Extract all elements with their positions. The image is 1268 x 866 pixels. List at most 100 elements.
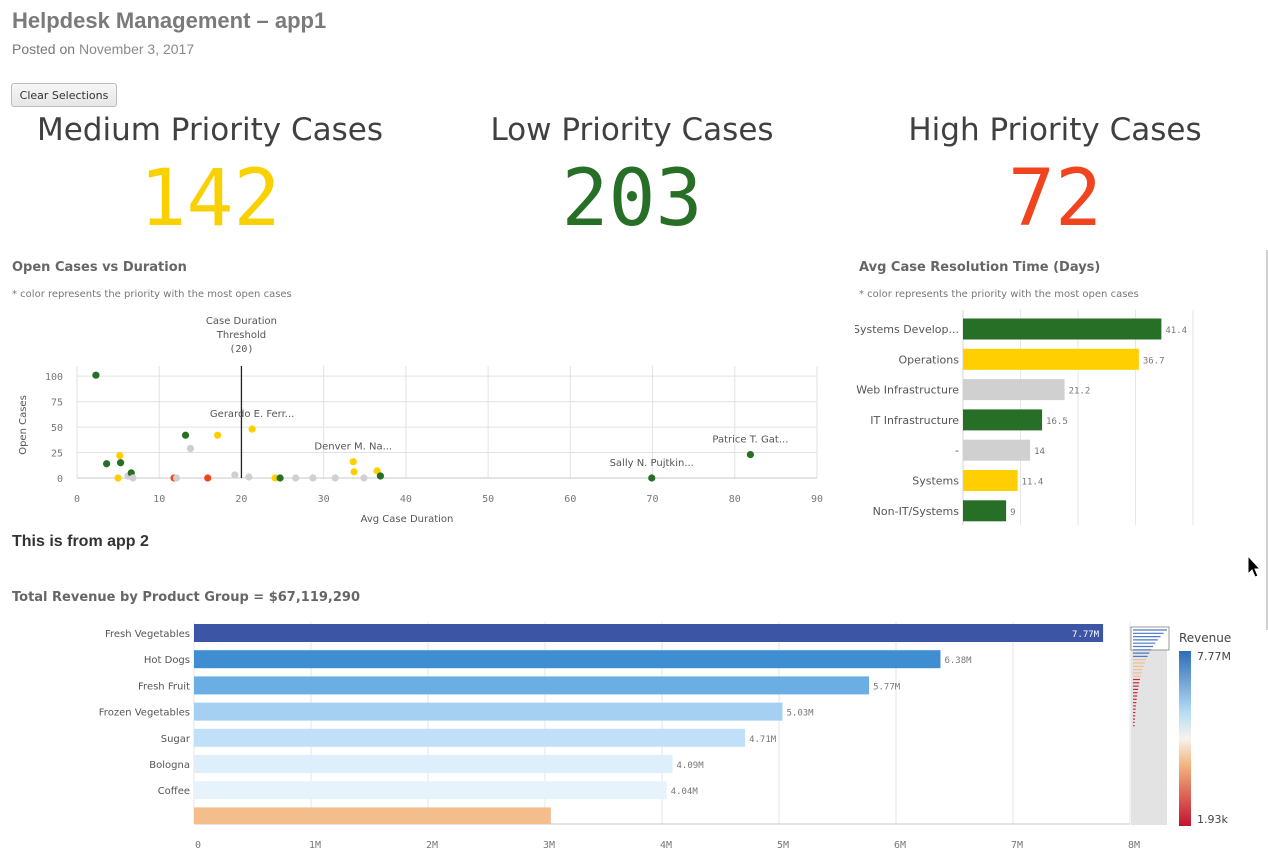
scatter-point — [350, 468, 358, 476]
x-tick-label: 7M — [1011, 840, 1023, 851]
kpi-value: 72 — [1008, 154, 1102, 244]
reference-line-label: (20) — [229, 344, 253, 355]
scatter-title: Open Cases vs Duration — [12, 260, 187, 275]
scatter-point — [245, 473, 253, 481]
category-label: Hot Dogs — [144, 655, 190, 666]
category-label: Systems — [912, 475, 959, 488]
vertical-scrollbar[interactable] — [1266, 250, 1268, 630]
bar — [963, 348, 1139, 370]
scatter-point — [648, 474, 656, 482]
x-tick-label: 0 — [74, 494, 80, 505]
scatter-point — [271, 474, 279, 482]
posted-prefix: Posted on — [12, 41, 76, 57]
kpi-medium-priority: Medium Priority Cases 142 — [0, 112, 420, 238]
scatter-point — [214, 431, 222, 439]
kpi-label: Medium Priority Cases — [36, 112, 383, 148]
scatter-point — [186, 444, 195, 453]
cursor-icon — [1247, 555, 1262, 578]
kpi-label: Low Priority Cases — [490, 112, 774, 148]
point-label: Gerardo E. Ferr... — [210, 409, 294, 420]
bar — [194, 755, 673, 773]
x-tick-label: 4M — [660, 840, 672, 851]
revenue-title: Total Revenue by Product Group = $67,119… — [12, 590, 360, 605]
point-label: Denver M. Na... — [314, 442, 392, 453]
y-axis-title: Open Cases — [18, 395, 29, 455]
x-tick-label: 80 — [729, 494, 741, 505]
bar — [194, 650, 941, 669]
bar — [963, 500, 1007, 522]
value-label: 14 — [1034, 447, 1045, 457]
value-label: 21.2 — [1069, 387, 1091, 397]
category-label: Sugar — [161, 734, 191, 745]
y-tick-label: 50 — [51, 423, 63, 434]
value-label: 7.77M — [1072, 630, 1100, 640]
value-label: 5.03M — [787, 709, 815, 719]
revenue-bar-chart[interactable]: 0 1M 2M 3M 4M 5M 6M 7M 8M Fresh Vegetables 7.77M Ho… — [0, 622, 1250, 854]
y-tick-label: 100 — [45, 372, 63, 383]
x-tick-label: 20 — [235, 494, 247, 505]
posted-line: Posted on November 3, 2017 — [12, 41, 194, 57]
resolution-subtitle: * color represents the priority with the… — [859, 289, 1139, 300]
scatter-point — [129, 474, 137, 482]
scatter-point — [309, 474, 317, 482]
category-label: - — [955, 444, 959, 457]
scatter-point — [746, 450, 755, 459]
scatter-point — [276, 474, 284, 482]
bar — [194, 702, 783, 721]
category-label: Fresh Vegetables — [105, 629, 190, 640]
bar — [963, 379, 1065, 401]
bar — [194, 807, 551, 824]
legend-max-label: 7.77M — [1197, 650, 1231, 663]
value-label: 36.7 — [1143, 356, 1165, 366]
bar — [194, 624, 1104, 642]
point-label: Patrice T. Gat... — [712, 435, 788, 446]
x-tick-label: 6M — [894, 840, 906, 851]
bar — [963, 439, 1031, 461]
scatter-point — [331, 474, 339, 482]
resolution-title: Avg Case Resolution Time (Days) — [859, 260, 1101, 275]
x-tick-label: 90 — [811, 494, 823, 505]
value-label: 6.38M — [944, 656, 972, 666]
bar — [194, 676, 870, 695]
point-label: Sally N. Pujtkin... — [610, 458, 694, 469]
x-tick-label: 5M — [777, 840, 789, 851]
scatter-chart[interactable]: 0 10 20 30 40 50 60 70 80 90 0 25 50 75 100 Case Durati… — [0, 305, 840, 530]
reference-line-label: Case Duration — [206, 316, 277, 327]
kpi-value: 142 — [139, 154, 281, 244]
x-tick-label: 0 — [195, 840, 201, 851]
resolution-bar-chart[interactable]: Systems Develop... 41.4 Operations 36.7 Web … — [855, 310, 1250, 530]
bar — [194, 781, 667, 800]
value-label: 9 — [1010, 508, 1015, 518]
bar — [194, 728, 746, 747]
bar — [963, 318, 1162, 340]
value-label: 16.5 — [1046, 417, 1068, 427]
value-label: 5.77M — [873, 682, 901, 692]
kpi-label: High Priority Cases — [908, 112, 1202, 148]
category-label: Bologna — [149, 760, 190, 771]
clear-selections-button[interactable]: Clear Selections — [11, 83, 117, 107]
value-label: 4.71M — [749, 735, 777, 745]
category-label: IT Infrastructure — [870, 414, 959, 427]
x-tick-label: 40 — [400, 494, 412, 505]
reference-line-label: Threshold — [216, 330, 266, 341]
scatter-point — [204, 474, 212, 482]
scatter-point — [373, 467, 381, 475]
scatter-point — [376, 472, 384, 480]
category-label: Operations — [899, 353, 960, 366]
kpi-value: 203 — [561, 154, 703, 244]
scatter-point — [103, 460, 111, 468]
scatter-point — [292, 474, 300, 482]
page-title: Helpdesk Management – app1 — [12, 8, 327, 33]
category-label: Web Infrastructure — [856, 384, 959, 397]
app2-heading: This is from app 2 — [12, 533, 149, 550]
posted-date[interactable]: November 3, 2017 — [78, 41, 195, 57]
x-tick-label: 70 — [647, 494, 659, 505]
kpi-low-priority: Low Priority Cases 203 — [422, 112, 842, 238]
category-label: Non-IT/Systems — [873, 505, 960, 518]
x-tick-label: 60 — [564, 494, 576, 505]
x-axis-title: Avg Case Duration — [361, 514, 454, 525]
value-label: 4.04M — [671, 787, 699, 797]
legend-title: Revenue — [1179, 631, 1231, 645]
legend-color-scale — [1179, 651, 1191, 826]
x-tick-label: 10 — [153, 494, 165, 505]
